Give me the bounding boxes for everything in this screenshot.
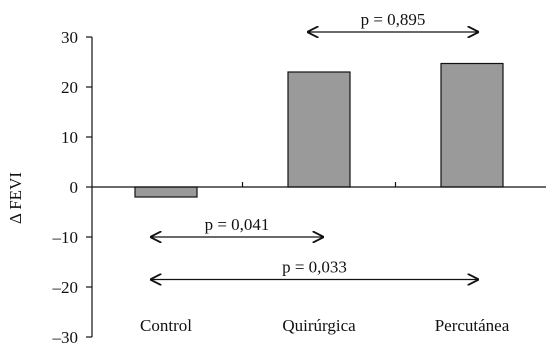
annotations-group: p = 0,895 p = 0,041 p = 0,033 <box>150 10 479 280</box>
y-tick-label: –10 <box>52 228 79 247</box>
p-value-label: p = 0,041 <box>205 215 270 234</box>
y-ticks-group: 30 20 10 0 –10 –20 –30 <box>52 28 92 347</box>
y-tick-label: 0 <box>70 178 79 197</box>
p-value-label: p = 0,895 <box>361 10 426 29</box>
category-labels-group: Control Quirúrgica Percutánea <box>140 316 510 335</box>
bar-control <box>134 186 198 198</box>
bar-percutánea <box>440 62 504 188</box>
category-label: Control <box>140 316 192 335</box>
y-tick-label: 30 <box>61 28 78 47</box>
bars-group <box>134 62 504 198</box>
y-tick-label: 20 <box>61 78 78 97</box>
y-axis-title: Δ FEVI <box>6 172 25 224</box>
category-label: Percutánea <box>435 316 510 335</box>
bar-quirúrgica <box>287 71 351 188</box>
p-value-label: p = 0,033 <box>282 258 347 277</box>
y-tick-label: –20 <box>52 278 79 297</box>
y-tick-label: –30 <box>52 328 79 347</box>
category-label: Quirúrgica <box>282 316 356 335</box>
y-tick-label: 10 <box>61 128 78 147</box>
x-ticks-group <box>241 182 397 187</box>
